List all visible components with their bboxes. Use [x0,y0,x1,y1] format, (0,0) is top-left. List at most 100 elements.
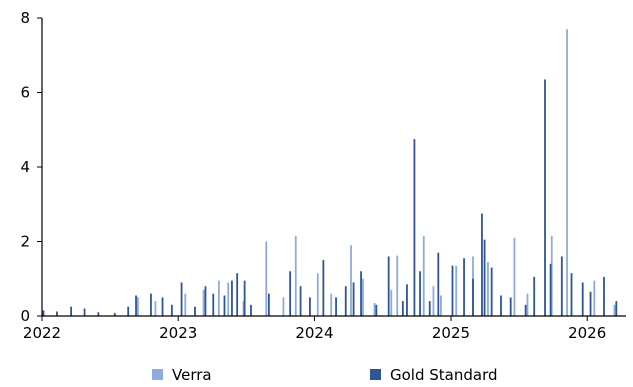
verra-bar-13 [362,278,364,316]
x-tick-label-0: 2022 [23,324,61,342]
gold-standard-bar-14 [212,293,215,316]
gold-standard-bar-54 [615,301,618,316]
y-tick-label-2: 4 [20,158,30,176]
gold-standard-bar-35 [428,301,431,316]
gold-standard-bar-49 [560,256,563,316]
gold-standard-bar-21 [289,271,292,316]
gold-standard-bar-15 [223,295,226,316]
gold-standard-bar-18 [243,280,246,316]
verra-bar-20 [455,265,458,316]
legend: Verra Gold Standard [152,366,498,384]
verra-bar-19 [440,295,442,316]
verra-bar-16 [396,255,399,316]
gold-standard-bar-19 [250,304,252,316]
y-axis-ticks: 0 2 4 6 8 [20,9,42,325]
gold-standard-bar-11 [180,282,183,316]
verra-bar-14 [373,302,376,316]
gold-standard-bar-47 [544,79,546,317]
verra-bar-4 [217,280,220,316]
gold-standard-bar-3 [83,308,86,316]
gold-standard-bar-23 [309,297,311,317]
verra-bar-12 [350,245,352,316]
gold-standard-bar-9 [161,297,164,317]
gold-standard-bar-44 [509,297,512,317]
verra-bar-17 [422,235,425,316]
verra-bar-24 [526,293,529,316]
gold-standard-bar-36 [437,252,440,316]
verra-bar-5 [227,282,230,316]
gold-standard-bar-27 [352,282,355,316]
gold-standard-bar-31 [401,301,404,316]
verra-bar-2 [184,293,187,316]
gold-standard-bar-32 [406,284,408,316]
verra-bar-28 [613,304,616,316]
gold-standard-bar-0 [42,310,45,316]
y-tick-label-0: 0 [20,307,30,325]
y-tick-label-4: 8 [20,9,30,27]
gold-standard-bar-17 [236,273,239,316]
gold-standard-bar-2 [70,306,73,316]
verra-bar-10 [316,273,319,316]
gold-standard-bar-13 [204,286,207,316]
verra-bar-27 [593,280,596,316]
y-tick-label-1: 2 [20,233,30,251]
verra-bar-11 [330,293,333,316]
verra-bars [137,29,616,317]
x-tick-label-4: 2026 [568,324,606,342]
x-tick-label-2: 2024 [295,324,333,342]
gold-standard-bar-24 [322,260,325,317]
verra-bar-6 [242,301,245,316]
gold-standard-bar-26 [344,286,347,316]
y-tick-label-3: 6 [20,84,30,102]
verra-bar-15 [390,289,393,316]
verra-bar-0 [137,297,139,317]
verra-bar-1 [154,301,157,316]
verra-legend-label: Verra [172,366,212,384]
gold-standard-bar-51 [581,282,584,316]
gold-standard-bar-25 [335,297,337,317]
gold-standard-bar-37 [451,265,454,316]
gold-standard-bar-50 [570,273,573,316]
gold-standard-bar-33 [413,139,416,316]
verra-legend-swatch [152,369,163,380]
gold-standard-bar-38 [463,258,465,316]
gold-standard-bar-41 [483,239,486,316]
verra-bar-26 [566,29,568,317]
gold-standard-bar-43 [500,295,502,316]
x-tick-label-1: 2023 [159,324,197,342]
verra-bar-18 [432,286,435,316]
gold-standard-bar-29 [375,304,378,316]
gold-standard-bar-28 [360,271,362,316]
gold-standard-bar-45 [524,304,527,316]
gold-standard-bar-53 [603,276,605,316]
verra-bar-7 [265,241,268,316]
verra-bar-8 [282,297,285,317]
verra-bar-23 [513,237,516,316]
gold-standard-bars [42,79,618,317]
verra-bar-25 [550,235,553,316]
gold-standard-bar-42 [490,267,493,316]
gold-standard-bar-4 [97,312,100,316]
gold-standard-bar-22 [299,286,302,316]
x-axis-ticks: 2022 2023 2024 2025 2026 [23,316,606,342]
x-tick-label-3: 2025 [432,324,470,342]
gold-standard-bar-52 [589,291,592,316]
gold-standard-bar-30 [387,256,390,316]
gold-standard-bar-6 [127,306,130,316]
gold-standard-bar-39 [472,278,474,316]
gold-standard-bar-1 [56,311,58,316]
gold-standard-bar-5 [113,313,116,316]
gold-standard-bar-40 [481,213,483,316]
gold-standard-bar-12 [194,306,196,316]
gold-standard-bar-7 [135,295,137,316]
verra-bar-3 [202,289,205,316]
gold-standard-legend-label: Gold Standard [390,366,498,384]
gold-standard-bar-34 [419,271,421,316]
gold-standard-bar-10 [170,304,173,316]
gold-standard-bar-46 [533,276,536,316]
gold-standard-bar-48 [549,263,552,316]
verra-bar-22 [487,261,489,316]
gold-standard-bar-20 [267,293,270,316]
verra-bar-9 [294,235,297,316]
